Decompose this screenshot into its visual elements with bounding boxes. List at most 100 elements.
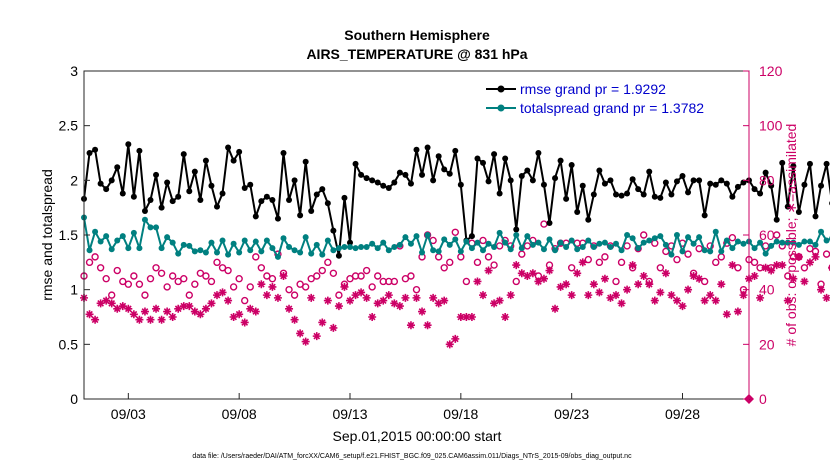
rmse-point	[779, 159, 786, 166]
assimilated-point	[384, 291, 393, 300]
assimilated-point	[501, 313, 510, 321]
totalspread-point	[801, 238, 808, 245]
totalspread-point	[380, 239, 387, 246]
possible-point	[163, 283, 171, 291]
possible-point	[318, 266, 326, 275]
possible-point	[684, 250, 692, 258]
totalspread-point	[812, 241, 819, 248]
rmse-point	[474, 155, 481, 162]
y-tick-label: 1	[70, 282, 78, 298]
possible-point	[695, 244, 703, 253]
possible-point	[518, 250, 526, 258]
rmse-point	[707, 180, 714, 187]
rmse-point	[585, 216, 592, 223]
totalspread-point	[141, 216, 148, 223]
possible-point	[252, 253, 260, 261]
assimilated-point	[606, 293, 615, 302]
assimilated-point	[733, 307, 742, 316]
totalspread-point	[247, 247, 254, 254]
assimilated-point	[113, 304, 122, 313]
rmse-point	[407, 180, 414, 187]
rmse-point	[202, 157, 209, 164]
totalspread-point	[673, 232, 680, 238]
possible-point	[268, 275, 277, 283]
possible-point	[290, 291, 299, 299]
rmse-point	[729, 193, 736, 200]
assimilated-point	[623, 285, 632, 294]
assimilated-point	[423, 321, 432, 330]
totalspread-point	[640, 239, 647, 246]
possible-point	[773, 231, 781, 239]
possible-point	[119, 277, 127, 286]
assimilated-point	[312, 332, 321, 341]
rmse-point	[734, 183, 741, 190]
totalspread-point	[463, 238, 470, 245]
totalspread-point	[491, 244, 498, 251]
totalspread-point	[114, 237, 121, 244]
totalspread-point	[269, 245, 276, 252]
totalspread-point	[552, 247, 559, 254]
possible-point	[673, 255, 681, 264]
rmse-point	[308, 207, 315, 214]
rmse-point	[690, 177, 697, 184]
rmse-point	[607, 177, 614, 184]
possible-point	[191, 280, 199, 288]
rmse-point	[624, 190, 631, 197]
totalspread-point	[396, 241, 403, 248]
totalspread-point	[502, 239, 509, 246]
rmse-point	[468, 233, 475, 240]
rmse-point	[297, 212, 304, 219]
totalspread-point	[723, 237, 730, 244]
y-right-tick-label: 20	[759, 336, 775, 352]
possible-point	[368, 283, 376, 291]
totalspread-point	[590, 244, 597, 251]
assimilated-point	[229, 313, 238, 321]
legend-totalspread-label: totalspread grand pr = 1.3782	[520, 100, 704, 116]
totalspread-point	[701, 247, 708, 254]
totalspread-point	[818, 228, 825, 235]
totalspread-point	[635, 245, 642, 252]
assimilated-point	[473, 277, 482, 286]
possible-point	[640, 231, 648, 239]
assimilated-point	[85, 310, 94, 319]
possible-point	[196, 269, 205, 277]
rmse-point	[801, 181, 808, 188]
assimilated-point	[146, 315, 155, 324]
totalspread-point	[707, 248, 714, 255]
rmse-point	[540, 181, 547, 188]
rmse-point	[263, 193, 270, 200]
rmse-point	[347, 239, 353, 246]
assimilated-point	[262, 291, 271, 300]
assimilated-point	[490, 299, 499, 308]
assimilated-point	[334, 302, 343, 311]
x-axis: 09/03 09/08 09/13 09/18 09/23 09/28	[111, 393, 700, 422]
legend: rmse grand pr = 1.9292 totalspread grand…	[476, 78, 744, 118]
assimilated-point	[307, 293, 316, 302]
assimilated-point	[684, 285, 693, 294]
possible-point	[207, 277, 216, 286]
possible-point	[85, 258, 94, 267]
totalspread-point	[734, 238, 741, 245]
rmse-point	[590, 191, 597, 198]
rmse-point	[225, 144, 232, 151]
assimilated-point	[346, 296, 354, 305]
totalspread-point	[153, 224, 160, 231]
totalspread-point	[169, 239, 176, 246]
rmse-point	[751, 186, 758, 193]
rmse-point	[214, 203, 220, 210]
possible-point	[357, 272, 365, 280]
assimilated-point	[268, 282, 277, 291]
totalspread-point	[690, 240, 697, 247]
totalspread-point	[480, 247, 486, 254]
totalspread-point	[441, 236, 448, 243]
assimilated-point	[218, 288, 227, 297]
assimilated-point	[157, 315, 166, 324]
assimilated-point	[634, 280, 643, 289]
totalspread-point	[718, 248, 725, 255]
assimilated-point	[556, 282, 565, 291]
y-right-tick-label: 0	[759, 391, 767, 407]
assimilated-point	[689, 272, 698, 280]
assimilated-point	[129, 310, 138, 319]
assimilated-point	[761, 263, 770, 272]
possible-point	[728, 234, 737, 242]
